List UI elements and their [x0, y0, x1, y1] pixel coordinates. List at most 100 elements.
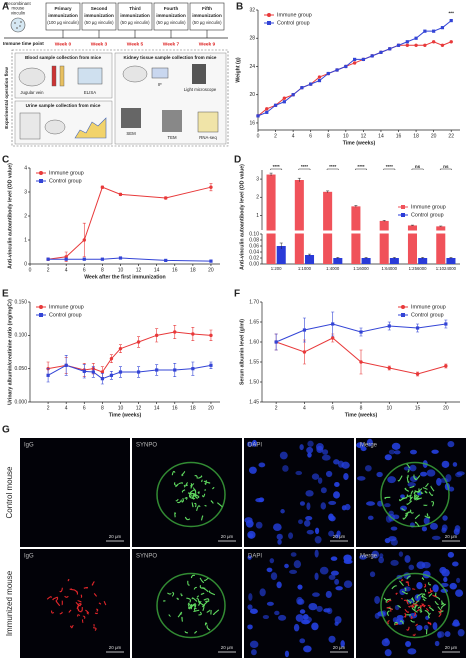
point	[309, 82, 313, 86]
podocyte-stain	[190, 483, 195, 489]
nucleus	[416, 624, 423, 631]
point	[91, 370, 95, 374]
nucleus	[409, 464, 417, 472]
nucleus	[384, 537, 391, 544]
bar	[436, 226, 446, 264]
x-tick-label: 12	[136, 405, 142, 411]
igg-stain	[423, 604, 426, 608]
point	[344, 64, 348, 69]
micrograph	[132, 438, 242, 547]
point	[164, 196, 168, 200]
week-label: Week 7	[163, 41, 180, 47]
igg-stain	[423, 583, 427, 588]
podocyte-stain	[188, 493, 196, 500]
panel-label: E	[2, 289, 9, 300]
x-tick-label: 14	[154, 405, 160, 411]
x-tick-label: 10	[343, 133, 349, 139]
error-bar	[279, 242, 283, 249]
igg-stain	[77, 603, 82, 606]
podocyte-stain	[184, 516, 191, 521]
nucleus	[426, 469, 436, 477]
nucleus	[384, 637, 389, 643]
igg-stain	[412, 588, 416, 591]
step-text: immunization	[192, 13, 222, 18]
nucleus	[248, 466, 257, 474]
podocyte-stain	[184, 631, 189, 634]
point	[291, 93, 295, 97]
igg-stain	[419, 604, 422, 609]
podocyte-stain	[181, 473, 184, 477]
legend-label: Immune group	[411, 304, 446, 310]
igg-stain	[76, 590, 79, 595]
nucleus	[299, 501, 306, 506]
podocyte-stain	[441, 603, 446, 609]
podocyte-stain	[420, 491, 424, 494]
igg-stain	[83, 586, 89, 589]
x-tick-label: 4	[292, 133, 295, 139]
podocyte-stain	[175, 483, 179, 488]
nucleus	[325, 470, 333, 478]
nucleus	[456, 471, 465, 476]
bar	[361, 258, 371, 264]
podocyte-stain	[193, 609, 200, 613]
podocyte-stain	[416, 497, 422, 501]
row-label: Control mouse	[5, 466, 14, 519]
point	[274, 340, 278, 344]
nucleus	[276, 581, 282, 589]
point	[118, 370, 123, 374]
nucleus	[293, 560, 302, 569]
legend-marker	[39, 171, 43, 175]
igg-stain	[427, 604, 431, 608]
nucleus	[449, 582, 457, 590]
error-bar	[326, 190, 330, 193]
bar	[446, 258, 456, 264]
x-tick-label: 8	[327, 133, 330, 139]
point	[191, 367, 195, 371]
nucleus	[297, 584, 303, 590]
podocyte-stain	[428, 606, 435, 612]
nucleus	[442, 515, 448, 521]
scale-label: 20 μm	[445, 645, 458, 650]
x-tick-label: 16	[172, 267, 178, 273]
y-tick-label: 3	[24, 189, 27, 195]
nucleus	[441, 527, 447, 534]
point	[100, 370, 105, 374]
nucleus	[303, 520, 311, 527]
podocyte-stain	[176, 597, 180, 600]
nucleus	[364, 465, 372, 472]
point	[444, 364, 448, 368]
legend-marker	[401, 205, 405, 209]
point	[64, 363, 68, 367]
igg-stain	[415, 601, 418, 603]
podocyte-stain	[424, 515, 431, 519]
legend-label: Control group	[49, 312, 82, 318]
nucleus	[432, 584, 439, 593]
y-tick-label: 0.050	[14, 366, 27, 372]
nucleus	[277, 614, 287, 621]
y-axis-title: Urinary albumin/creatinine ratio (mg/mgC…	[7, 299, 13, 405]
micrograph	[356, 438, 466, 547]
point	[173, 330, 177, 334]
nucleus	[398, 551, 404, 557]
nucleus	[404, 555, 411, 563]
podocyte-stain	[426, 513, 429, 517]
podocyte-stain	[397, 605, 402, 609]
significance: ****	[386, 164, 393, 169]
tem-icon	[162, 110, 182, 132]
igg-stain	[416, 608, 421, 612]
bar	[418, 258, 428, 264]
nucleus	[400, 494, 405, 499]
y-tick-label: 1	[256, 213, 259, 219]
podocyte-stain	[384, 496, 391, 500]
podocyte-stain	[417, 606, 422, 611]
igg-stain	[61, 600, 63, 606]
error-bar	[336, 257, 340, 259]
podocyte-stain	[212, 609, 220, 616]
x-axis-title: Time (weeks)	[109, 412, 142, 418]
micrograph	[132, 549, 242, 658]
nucleus	[314, 536, 322, 544]
podocyte-stain	[421, 577, 425, 581]
podocyte-stain	[210, 500, 214, 504]
step-text: Fifth	[202, 6, 212, 11]
